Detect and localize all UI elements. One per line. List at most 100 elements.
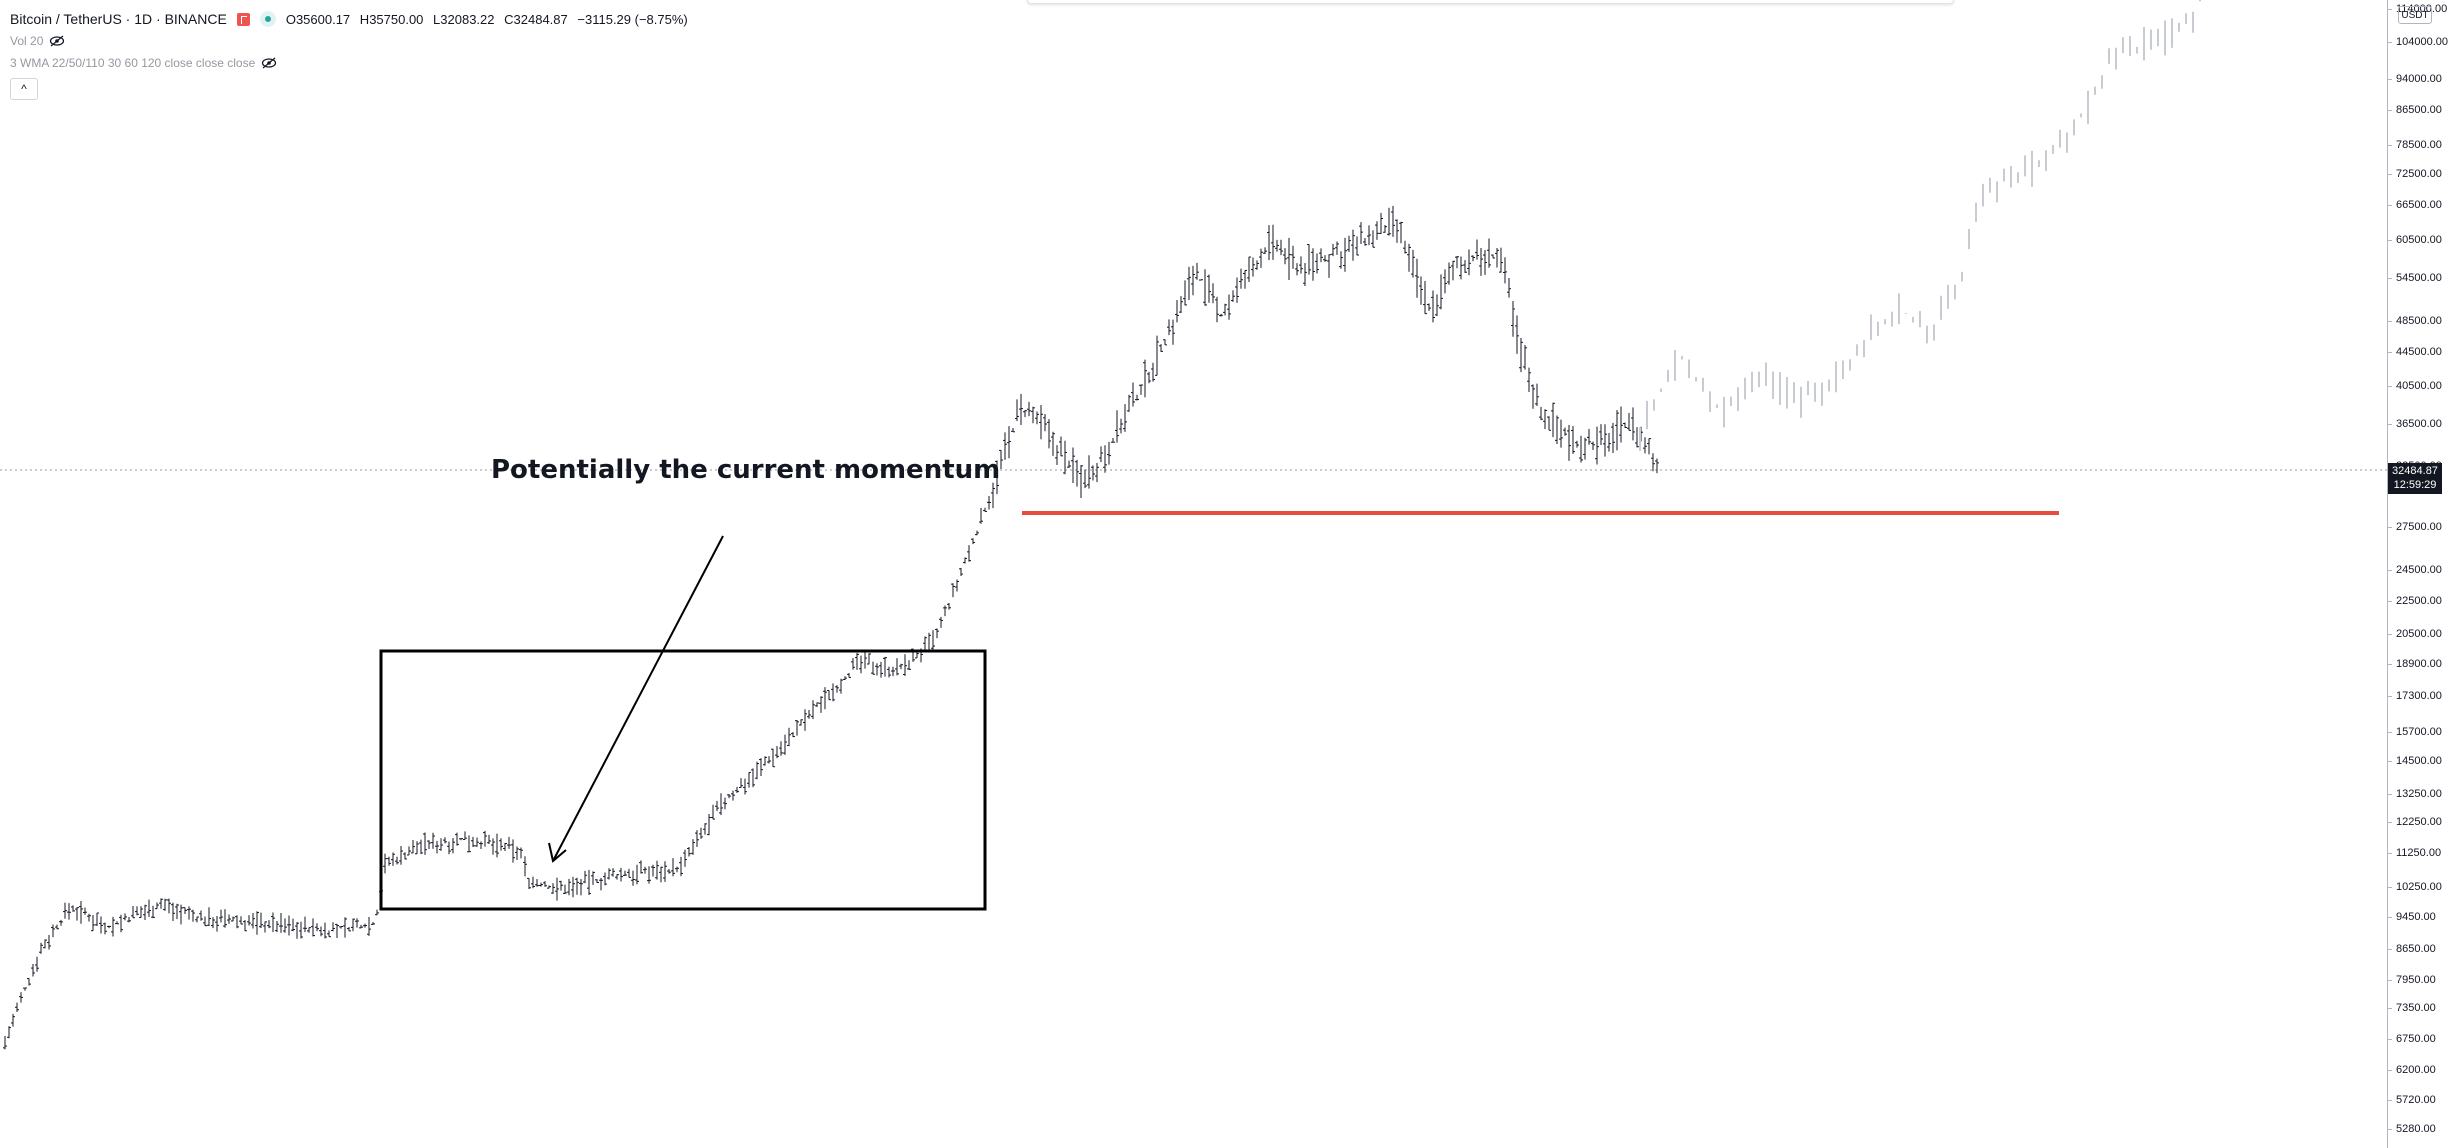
price-tick-mark: [2388, 600, 2392, 602]
price-tick-mark: [2388, 527, 2392, 529]
low-value: 32083.22: [440, 11, 495, 27]
price-tick-label: 94000.00: [2396, 73, 2442, 86]
price-tick-label: 22500.00: [2396, 594, 2442, 607]
price-tick-label: 6200.00: [2396, 1064, 2436, 1077]
annotation-text[interactable]: Potentially the current momentum: [491, 455, 1001, 485]
price-tick-mark: [2388, 887, 2392, 889]
price-tick-mark: [2388, 386, 2392, 388]
price-tick-mark: [2388, 1070, 2392, 1072]
price-tick-mark: [2388, 822, 2392, 824]
price-tick-mark: [2388, 731, 2392, 733]
price-tick-mark: [2388, 853, 2392, 855]
price-tick-label: 40500.00: [2396, 380, 2442, 393]
hidden-eye-icon[interactable]: [261, 57, 277, 69]
last-price-label: 32484.87 12:59:29: [2388, 463, 2442, 494]
price-tick-label: 15700.00: [2396, 725, 2442, 738]
price-tick-label: 5280.00: [2396, 1123, 2436, 1135]
market-status-icon[interactable]: [259, 11, 276, 27]
high-key: H: [359, 11, 370, 27]
price-tick-mark: [2388, 351, 2392, 353]
price-tick-label: 104000.00: [2396, 36, 2448, 49]
currency-badge[interactable]: USDT: [2398, 6, 2432, 24]
price-tick-mark: [2388, 1008, 2392, 1010]
price-tick-label: 17300.00: [2396, 690, 2442, 703]
symbol-title[interactable]: Bitcoin / TetherUS · 1D · BINANCE: [10, 11, 227, 27]
price-tick-label: 54500.00: [2396, 272, 2442, 285]
collapse-legend-button[interactable]: ^: [10, 78, 38, 100]
price-tick-label: 44500.00: [2396, 345, 2442, 358]
price-tick-mark: [2388, 793, 2392, 795]
price-tick-mark: [2388, 760, 2392, 762]
price-tick-mark: [2388, 145, 2392, 146]
price-tick-mark: [2388, 664, 2392, 666]
price-tick-label: 10250.00: [2396, 881, 2442, 894]
price-tick-label: 12250.00: [2396, 816, 2442, 829]
price-tick-mark: [2388, 109, 2392, 111]
price-tick-mark: [2388, 979, 2392, 981]
price-tick-mark: [2388, 205, 2392, 207]
low-key: L: [433, 11, 441, 27]
price-tick-mark: [2388, 278, 2392, 280]
price-tick-mark: [2388, 79, 2392, 81]
price-bars: [3, 205, 1659, 1050]
chart-canvas[interactable]: [0, 0, 2387, 1148]
price-tick-mark: [2388, 1039, 2392, 1041]
volume-indicator-label: Vol 20: [10, 34, 44, 48]
price-tick-mark: [2388, 174, 2392, 175]
price-tick-mark: [2388, 634, 2392, 636]
price-tick-mark: [2388, 569, 2392, 571]
price-tick-label: 8650.00: [2396, 943, 2436, 956]
price-tick-label: 24500.00: [2396, 563, 2442, 576]
price-tick-label: 78500.00: [2396, 139, 2442, 151]
wma-indicator-row[interactable]: 3 WMA 22/50/110 30 60 120 close close cl…: [10, 52, 694, 74]
price-tick-mark: [2388, 42, 2392, 44]
open-key: O: [285, 11, 296, 27]
price-tick-label: 66500.00: [2396, 199, 2442, 212]
hidden-eye-icon[interactable]: [49, 35, 65, 47]
price-tick-label: 6750.00: [2396, 1033, 2436, 1046]
wma-indicator-label: 3 WMA 22/50/110 30 60 120 close close cl…: [10, 56, 256, 70]
change-value: −3115.29 (−8.75%): [577, 11, 688, 27]
price-tick-mark: [2388, 1129, 2392, 1130]
price-tick-mark: [2388, 916, 2392, 918]
symbol-row: Bitcoin / TetherUS · 1D · BINANCE O35600…: [10, 8, 694, 30]
price-tick-mark: [2388, 9, 2392, 10]
annotation-arrow[interactable]: [552, 535, 724, 862]
projection-bars: [1639, 0, 2201, 451]
price-tick-label: 14500.00: [2396, 754, 2442, 767]
price-tick-label: 36500.00: [2396, 418, 2442, 431]
price-tick-mark: [2388, 1099, 2392, 1101]
price-axis[interactable]: 114000.00 104000.00 94000.00 86500.00 78500.…: [2387, 0, 2457, 1148]
price-tick-label: 7350.00: [2396, 1002, 2436, 1015]
price-tick-label: 11250.00: [2396, 847, 2442, 860]
price-tick-label: 7950.00: [2396, 973, 2436, 986]
price-tick-mark: [2388, 239, 2392, 241]
last-price-value: 32484.87: [2392, 465, 2438, 477]
price-tick-label: 48500.00: [2396, 314, 2442, 327]
price-tick-label: 9450.00: [2396, 910, 2436, 923]
high-value: 35750.00: [369, 11, 424, 27]
price-tick-label: 13250.00: [2396, 787, 2442, 800]
price-chart[interactable]: Potentially the current momentum: [0, 0, 2387, 1148]
consolidation-box[interactable]: [379, 649, 987, 911]
close-value: 32484.87: [513, 11, 568, 27]
ohlc-values: O35600.17 H35750.00 L32083.22 C32484.87 …: [286, 12, 694, 27]
price-tick-mark: [2388, 320, 2392, 322]
price-tick-label: 72500.00: [2396, 168, 2442, 180]
chart-legend: Bitcoin / TetherUS · 1D · BINANCE O35600…: [10, 8, 694, 74]
price-tick-mark: [2388, 949, 2392, 951]
volume-indicator-row[interactable]: Vol 20: [10, 30, 694, 52]
price-tick-label: 86500.00: [2396, 103, 2442, 116]
open-value: 35600.17: [295, 11, 351, 27]
close-key: C: [504, 11, 514, 27]
flag-icon[interactable]: [236, 12, 250, 26]
price-tick-label: 27500.00: [2396, 521, 2442, 534]
price-tick-label: 20500.00: [2396, 628, 2442, 641]
chevron-up-icon: ^: [21, 82, 27, 96]
price-tick-label: 60500.00: [2396, 233, 2442, 246]
price-tick-label: 5720.00: [2396, 1093, 2436, 1106]
arrow-head: [548, 842, 567, 863]
bar-countdown: 12:59:29: [2393, 479, 2437, 491]
price-tick-label: 18900.00: [2396, 658, 2442, 671]
price-tick-mark: [2388, 424, 2392, 426]
